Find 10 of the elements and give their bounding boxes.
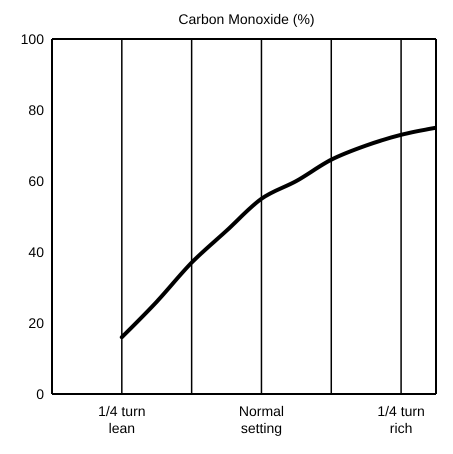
x-tick-label: 1/4 turn rich [377, 403, 425, 436]
y-tick-label: 0 [36, 386, 44, 402]
y-tick-label: 40 [28, 244, 44, 260]
y-tick-label: 80 [28, 102, 44, 118]
y-tick-label: 20 [28, 314, 44, 331]
y-tick-label: 60 [28, 172, 44, 189]
chart-title: Carbon Monoxide (%) [177, 10, 316, 29]
y-tick-label: 100 [20, 30, 44, 47]
x-tick-label: 1/4 turn lean [98, 403, 146, 436]
x-tick-label: Normal setting [238, 403, 284, 436]
